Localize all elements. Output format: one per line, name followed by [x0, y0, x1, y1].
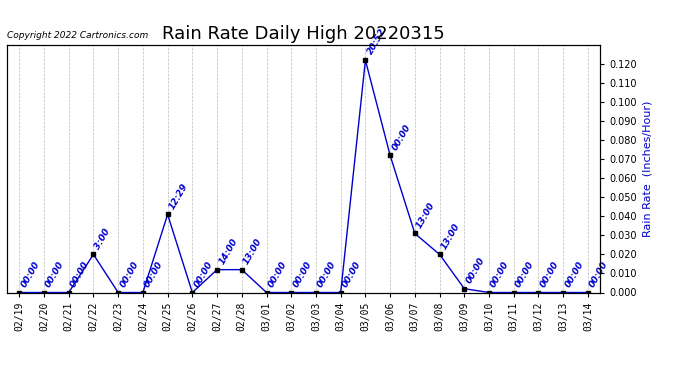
- Text: 00:00: 00:00: [489, 260, 511, 289]
- Text: 00:00: 00:00: [193, 260, 215, 289]
- Text: 00:00: 00:00: [118, 260, 140, 289]
- Text: 00:00: 00:00: [464, 256, 486, 285]
- Text: 13:00: 13:00: [440, 221, 462, 251]
- Text: 00:00: 00:00: [69, 260, 91, 289]
- Text: 13:00: 13:00: [241, 237, 264, 266]
- Text: 00:00: 00:00: [291, 260, 313, 289]
- Text: 00:00: 00:00: [563, 260, 585, 289]
- Text: 00:00: 00:00: [44, 260, 66, 289]
- Y-axis label: Rain Rate  (Inches/Hour): Rain Rate (Inches/Hour): [642, 100, 653, 237]
- Text: 00:00: 00:00: [588, 260, 610, 289]
- Text: Copyright 2022 Cartronics.com: Copyright 2022 Cartronics.com: [7, 31, 148, 40]
- Title: Rain Rate Daily High 20220315: Rain Rate Daily High 20220315: [162, 26, 445, 44]
- Text: 12:29: 12:29: [168, 182, 190, 211]
- Text: 00:00: 00:00: [390, 122, 412, 152]
- Text: 00:00: 00:00: [316, 260, 338, 289]
- Text: 3:00: 3:00: [93, 227, 112, 251]
- Text: 00:00: 00:00: [19, 260, 41, 289]
- Text: 14:00: 14:00: [217, 237, 239, 266]
- Text: 13:00: 13:00: [415, 200, 437, 230]
- Text: 00:00: 00:00: [266, 260, 288, 289]
- Text: 20:52: 20:52: [366, 27, 388, 56]
- Text: 00:00: 00:00: [143, 260, 165, 289]
- Text: 00:00: 00:00: [538, 260, 560, 289]
- Text: 00:00: 00:00: [514, 260, 536, 289]
- Text: 00:00: 00:00: [341, 260, 363, 289]
